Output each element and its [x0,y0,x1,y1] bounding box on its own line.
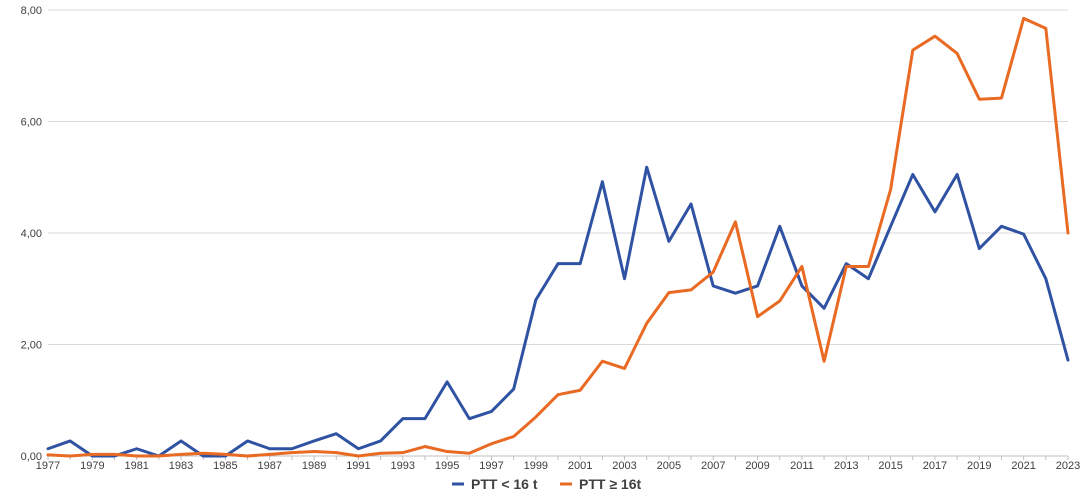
x-tick-label: 2023 [1056,460,1080,472]
x-tick-label: 1977 [36,460,60,472]
axes [47,455,1069,460]
x-tick-label: 2007 [701,460,725,472]
x-tick-label: 2017 [923,460,947,472]
x-tick-label: 1981 [124,460,148,472]
x-tick-label: 1979 [80,460,104,472]
x-tick-label: 1997 [479,460,503,472]
x-tick-label: 2021 [1011,460,1035,472]
series-line-2 [46,16,1070,458]
x-tick-label: 2013 [834,460,858,472]
grid-lines [48,9,1068,345]
x-tick-label: 2015 [878,460,902,472]
x-tick-label: 2009 [745,460,769,472]
x-tick-label: 2005 [657,460,681,472]
y-tick-label: 0,00 [21,451,42,463]
x-tick-label: 2011 [790,460,814,472]
y-tick-labels: 0,00 2,00 4,00 6,00 8,00 [21,5,42,463]
x-tick-label: 1993 [391,460,415,472]
series-line-1 [46,165,1070,458]
x-tick-label: 1987 [257,460,281,472]
x-tick-label: 1989 [302,460,326,472]
x-tick-label: 1995 [435,460,459,472]
x-tick-labels: 1977 1979 1981 1983 1985 1987 1989 1991 1993 1995… [36,460,1080,472]
x-tick-label: 1999 [524,460,548,472]
x-tick-label: 2001 [568,460,592,472]
legend: PTT < 16 t PTT ≥ 16t [452,476,641,492]
y-tick-label: 4,00 [21,228,42,240]
x-tick-label: 2003 [612,460,636,472]
y-tick-label: 6,00 [21,117,42,129]
legend-label: PTT ≥ 16t [579,476,641,492]
series-lines [46,16,1070,458]
y-tick-label: 2,00 [21,340,42,352]
legend-label: PTT < 16 t [471,476,538,492]
x-tick-label: 1985 [213,460,237,472]
y-tick-label: 8,00 [21,5,42,17]
x-tick-label: 2019 [967,460,991,472]
x-tick-label: 1983 [169,460,193,472]
x-tick-label: 1991 [346,460,370,472]
